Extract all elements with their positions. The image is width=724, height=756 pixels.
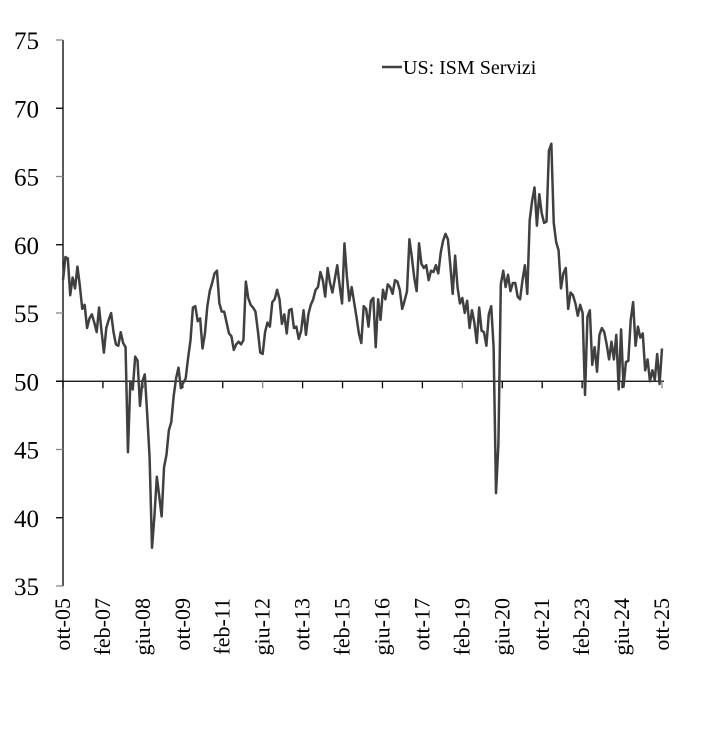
y-tick-label: 55 — [14, 301, 39, 328]
y-tick-label: 60 — [14, 233, 39, 260]
x-axis: ott-05 feb-07 giu-08 ott-09 feb-11 giu-12 ott-… — [50, 380, 674, 655]
x-tick-label: giu-24 — [609, 598, 634, 655]
y-tick-label: 40 — [14, 506, 39, 533]
x-tick-label: ott-17 — [409, 598, 434, 651]
x-tick-label: giu-16 — [369, 598, 394, 655]
x-tick-label: feb-07 — [90, 598, 115, 655]
legend-label: US: ISM Servizi — [403, 57, 537, 79]
x-tick-label: ott-13 — [290, 598, 315, 651]
x-tick-label: ott-05 — [50, 598, 75, 651]
x-tick-label: ott-21 — [529, 598, 554, 651]
x-tick-label: feb-11 — [210, 598, 235, 655]
y-axis: 35 40 45 50 55 60 65 70 75 — [14, 28, 64, 601]
x-tick-label: giu-20 — [489, 598, 514, 655]
series-layer — [61, 142, 664, 550]
legend: US: ISM Servizi — [382, 57, 537, 79]
x-tick-label: giu-08 — [130, 598, 155, 655]
x-tick-label: ott-25 — [649, 598, 674, 651]
y-tick-label: 70 — [14, 96, 39, 123]
x-tick-label: feb-15 — [330, 598, 355, 655]
y-tick-label: 45 — [14, 438, 39, 465]
x-tick-label: giu-12 — [250, 598, 275, 655]
y-tick-label: 65 — [14, 165, 39, 192]
x-tick-label: feb-19 — [449, 598, 474, 655]
y-tick-label: 75 — [14, 28, 39, 55]
x-tick-label: ott-09 — [170, 598, 195, 651]
y-tick-label: 50 — [14, 369, 39, 396]
x-tick-label: feb-23 — [569, 598, 594, 655]
y-tick-label: 35 — [14, 574, 39, 601]
series-line-ism-servizi — [61, 142, 664, 550]
